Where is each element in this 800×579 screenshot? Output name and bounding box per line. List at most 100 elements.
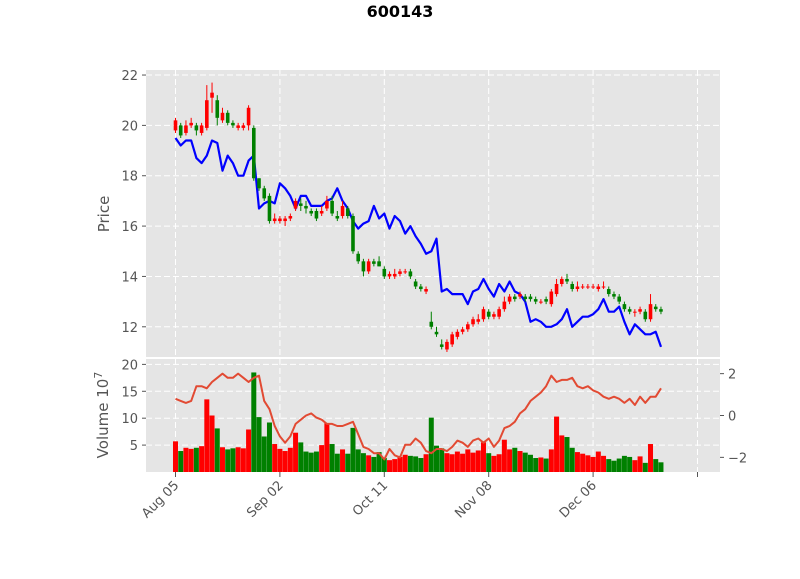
candle-body xyxy=(513,296,517,300)
candle-body xyxy=(173,120,178,131)
volume-bar xyxy=(611,460,617,472)
candle-body xyxy=(559,278,564,284)
volume-bar xyxy=(282,451,288,472)
candle-body xyxy=(502,301,507,310)
secondary-tick-label: −2 xyxy=(728,451,747,466)
candle-body xyxy=(382,268,387,277)
candle-body xyxy=(450,334,454,345)
volume-bar xyxy=(627,456,633,472)
candle-body xyxy=(424,289,428,292)
candle-body xyxy=(210,92,214,98)
candle-body xyxy=(408,271,413,277)
volume-bar xyxy=(590,456,596,472)
volume-bar xyxy=(658,462,664,472)
volume-bar xyxy=(350,427,356,472)
volume-bar xyxy=(470,452,476,472)
candle-body xyxy=(356,253,360,262)
volume-bar xyxy=(209,415,215,472)
candle-body xyxy=(298,203,303,206)
candle-body xyxy=(518,294,522,297)
volume-bar xyxy=(564,437,570,472)
volume-bar xyxy=(402,454,408,472)
volume-bar xyxy=(183,447,189,472)
candle-body xyxy=(622,304,627,310)
candle-body xyxy=(627,309,632,312)
volume-bar xyxy=(569,447,575,472)
volume-bar xyxy=(298,442,304,472)
volume-ylabel-text: Volume 10 xyxy=(94,379,112,459)
volume-bar xyxy=(491,455,497,472)
candle-body xyxy=(653,306,658,310)
volume-bar xyxy=(496,454,502,472)
secondary-tick-label: 0 xyxy=(728,410,736,425)
volume-bar xyxy=(277,448,283,472)
candle-body xyxy=(617,296,621,302)
price-overlay-line xyxy=(174,137,663,348)
volume-bar xyxy=(434,445,439,472)
candle-body xyxy=(345,208,350,217)
candle-body xyxy=(372,261,376,264)
candle-body xyxy=(533,299,538,302)
candle-body xyxy=(638,309,642,312)
volume-bar xyxy=(266,422,272,472)
candle-body xyxy=(596,286,601,290)
candle-body xyxy=(471,319,475,325)
candle-body xyxy=(633,311,637,313)
date-tick-label: Aug 05 xyxy=(139,478,182,521)
volume-secondary-yaxis-ticks: −2 0 2 xyxy=(720,368,747,466)
candle-body xyxy=(549,291,554,305)
candle-body xyxy=(476,319,481,322)
price-tick-label: 22 xyxy=(121,69,138,84)
candle-body xyxy=(278,218,282,222)
volume-bar xyxy=(256,417,262,472)
candle-body xyxy=(215,100,220,118)
candle-body xyxy=(612,294,616,297)
candle-body xyxy=(309,210,314,214)
volume-bar xyxy=(454,451,460,472)
candle-body xyxy=(445,341,449,350)
candle-body xyxy=(539,301,543,303)
candle-body xyxy=(413,281,418,287)
date-tick-label: Nov 08 xyxy=(452,478,495,521)
volume-tick-label: 5 xyxy=(130,439,138,454)
volume-bar xyxy=(407,455,413,472)
volume-bar xyxy=(486,453,492,472)
candle-body xyxy=(351,216,355,252)
volume-bar xyxy=(527,454,533,472)
price-tick-label: 14 xyxy=(121,270,138,285)
volume-ylabel-exponent: 7 xyxy=(92,372,105,379)
volume-bar xyxy=(423,454,429,472)
volume-tick-label: 15 xyxy=(121,385,138,400)
volume-bar xyxy=(376,452,382,472)
volume-bar xyxy=(413,456,419,472)
volume-bar xyxy=(616,458,622,472)
volume-bar xyxy=(204,399,210,472)
date-axis-ticks: Aug 05 Sep 02 Oct 11 Nov 08 Dec 06 xyxy=(139,472,698,521)
volume-tick-label: 10 xyxy=(121,412,138,427)
volume-bar xyxy=(199,446,205,472)
volume-bar xyxy=(475,450,481,472)
candle-body xyxy=(523,296,528,300)
volume-bar xyxy=(246,429,252,472)
candle-body xyxy=(293,200,298,209)
candle-body xyxy=(262,188,267,199)
volume-bar xyxy=(340,449,346,472)
volume-bar xyxy=(334,453,340,472)
candle-body xyxy=(507,296,512,302)
indicator-line xyxy=(175,372,662,461)
volume-bar xyxy=(595,451,601,472)
candle-body xyxy=(497,309,501,317)
candle-body xyxy=(439,344,444,347)
candle-body xyxy=(565,278,569,282)
volume-bar xyxy=(219,447,225,472)
volume-bar xyxy=(397,456,403,472)
candle-body xyxy=(659,309,663,312)
volume-bar xyxy=(648,444,654,472)
candle-body xyxy=(220,112,225,121)
volume-bar xyxy=(559,435,565,472)
candle-body xyxy=(225,112,230,123)
candle-body xyxy=(335,216,340,219)
candle-body xyxy=(403,271,407,273)
volume-bar xyxy=(418,458,424,472)
volume-bar xyxy=(193,447,199,472)
